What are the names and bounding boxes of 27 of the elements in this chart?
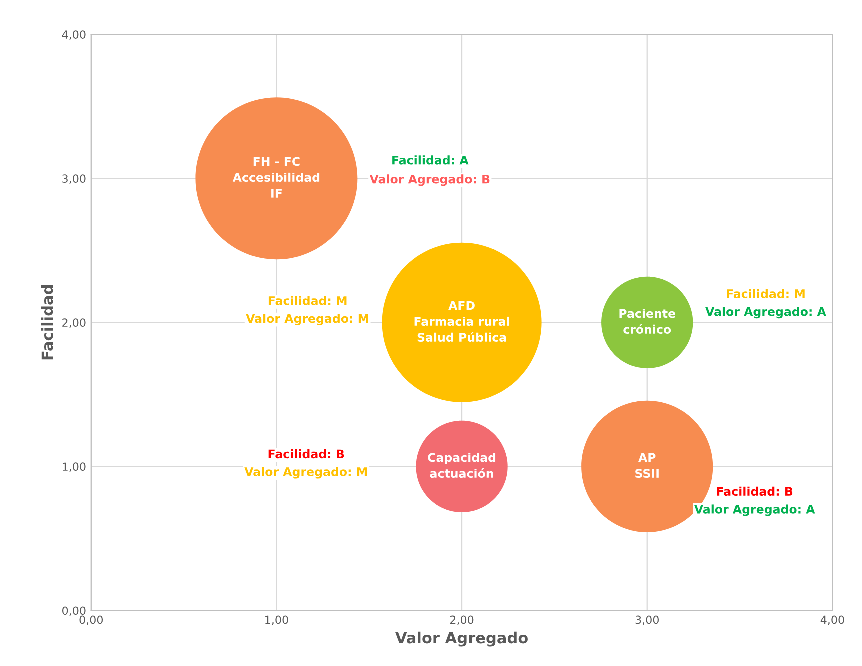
x-axis-title: Valor Agregado: [396, 632, 528, 647]
data-label: Capacidad actuación: [428, 453, 496, 478]
annotation: Valor Agregado: A: [706, 307, 826, 319]
data-label: AP SSII: [636, 453, 659, 478]
data-label: FH - FC Accesibilidad IF: [232, 157, 320, 198]
data-label: Paciente crónico: [620, 309, 676, 334]
y-tick-label: 4,00: [62, 30, 86, 40]
annotation: Facilidad: B: [717, 486, 793, 496]
x-tick-label: 0,00: [80, 616, 104, 626]
annotation: Valor Agregado: M: [244, 467, 368, 479]
annotation: Facilidad: B: [268, 449, 344, 459]
annotation: Facilidad: M: [727, 289, 805, 298]
annotation: Valor Agregado: B: [370, 174, 490, 186]
x-tick-label: 2,00: [450, 616, 474, 626]
annotation: Facilidad: A: [392, 156, 469, 165]
data-label: AFD Farmacia rural Salud Pública: [414, 301, 510, 342]
x-tick-label: 3,00: [636, 616, 659, 626]
y-tick-label: 0,00: [62, 606, 86, 616]
y-tick-label: 1,00: [62, 462, 86, 472]
annotation: Valor Agregado: A: [694, 504, 816, 516]
y-axis-title: Facilidad: [41, 286, 54, 360]
x-tick-label: 4,00: [820, 616, 844, 626]
y-tick-label: 2,00: [62, 318, 86, 328]
annotation: Valor Agregado: M: [246, 314, 369, 326]
annotation: Facilidad: M: [268, 296, 347, 306]
y-tick-label: 3,00: [62, 174, 86, 184]
x-tick-label: 1,00: [266, 616, 288, 626]
